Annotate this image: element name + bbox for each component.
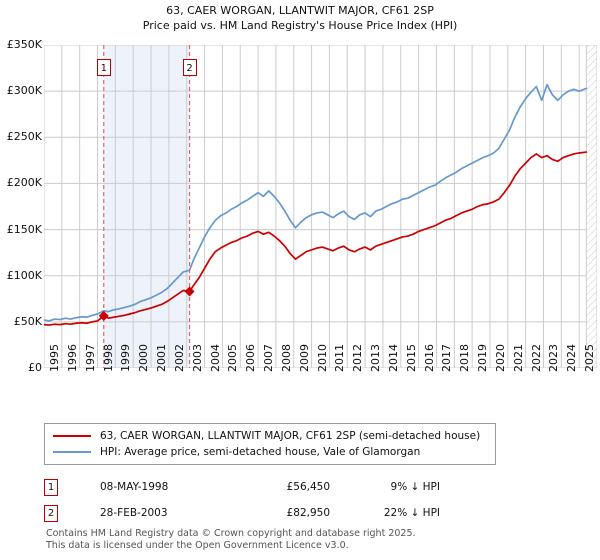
event-marker-badge: 2 <box>182 59 197 76</box>
transaction-hpi-delta: 9% ↓ HPI <box>390 481 440 493</box>
table-row: 2 28-FEB-2003 £82,950 22% ↓ HPI <box>44 500 504 526</box>
x-axis-tick-label: 1999 <box>119 344 133 372</box>
transaction-date: 08-MAY-1998 <box>100 481 169 493</box>
x-axis-tick-label: 2024 <box>565 344 579 372</box>
y-axis-tick-label: £350K <box>6 38 42 51</box>
legend-label-price-paid: 63, CAER WORGAN, LLANTWIT MAJOR, CF61 2S… <box>100 430 481 442</box>
chart-title-line2: Price paid vs. HM Land Registry's House … <box>142 19 458 32</box>
x-axis-tick-label: 2017 <box>440 344 454 372</box>
transactions-table: 1 08-MAY-1998 £56,450 9% ↓ HPI 2 28-FEB-… <box>44 474 504 526</box>
event-marker-badge: 1 <box>96 59 111 76</box>
x-axis-tick-label: 2010 <box>315 344 329 372</box>
x-axis-tick-label: 2014 <box>386 344 400 372</box>
footer-line-1: Contains HM Land Registry data © Crown c… <box>46 528 416 539</box>
legend-item-hpi: HPI: Average price, semi-detached house,… <box>51 444 489 460</box>
x-axis-tick-label: 2003 <box>190 344 204 372</box>
x-axis-tick-label: 2021 <box>511 344 525 372</box>
y-axis-tick-label: £250K <box>6 130 42 144</box>
legend-swatch-price-paid <box>53 435 91 437</box>
chart-title: 63, CAER WORGAN, LLANTWIT MAJOR, CF61 2S… <box>0 3 600 33</box>
x-axis-tick-label: 2009 <box>297 344 311 372</box>
x-axis-tick-label: 2012 <box>351 344 365 372</box>
transaction-hpi-delta: 22% ↓ HPI <box>383 507 440 519</box>
x-axis-tick-label: 1995 <box>48 344 61 372</box>
y-axis-tick-label: £300K <box>6 84 42 98</box>
x-axis-tick-label: 2000 <box>137 344 151 372</box>
x-axis-tick-label: 2002 <box>172 344 186 372</box>
x-axis-tick-label: 2016 <box>422 344 436 372</box>
x-axis-tick-label: 2018 <box>458 344 472 372</box>
transaction-index-badge: 2 <box>44 504 58 522</box>
transaction-date: 28-FEB-2003 <box>100 507 168 519</box>
y-axis-tick-label: £0 <box>28 361 42 374</box>
x-axis-tick-label: 2004 <box>208 344 222 372</box>
y-axis-tick-label: £150K <box>6 222 42 236</box>
x-axis-tick-label: 1998 <box>101 344 115 372</box>
table-row: 1 08-MAY-1998 £56,450 9% ↓ HPI <box>44 474 504 500</box>
x-axis-tick-label: 2006 <box>244 344 258 372</box>
x-axis-tick-label: 2007 <box>262 344 276 372</box>
x-axis-tick-label: 2023 <box>547 344 561 372</box>
y-axis-tick-label: £100K <box>6 268 42 282</box>
x-axis-tick-label: 2011 <box>333 344 347 372</box>
x-axis-tick-label: 2020 <box>493 344 507 372</box>
legend-item-price-paid: 63, CAER WORGAN, LLANTWIT MAJOR, CF61 2S… <box>51 428 489 444</box>
footer-line-2: This data is licensed under the Open Gov… <box>46 539 349 551</box>
x-axis-tick-label: 2005 <box>226 344 240 372</box>
x-axis-tick-label: 2015 <box>404 344 418 372</box>
legend: 63, CAER WORGAN, LLANTWIT MAJOR, CF61 2S… <box>44 423 496 465</box>
transaction-index-badge: 1 <box>44 478 58 496</box>
x-axis-tick-label: 1997 <box>83 344 97 372</box>
legend-swatch-hpi <box>53 451 91 453</box>
plot-area <box>44 45 597 368</box>
x-axis-tick-label: 2019 <box>476 344 490 372</box>
x-axis-tick-label: 2022 <box>529 344 543 372</box>
x-axis-tick-label: 2013 <box>369 344 383 372</box>
y-axis-tick-label: £50K <box>13 314 42 328</box>
x-axis-tick-label: 2001 <box>155 344 169 372</box>
x-axis-tick-label: 2008 <box>279 344 293 372</box>
x-axis-tick-label: 1996 <box>65 344 79 372</box>
y-axis-tick-label: £200K <box>6 176 42 190</box>
x-axis-tick-label: 2025 <box>583 344 597 372</box>
plot-svg <box>44 45 597 368</box>
transaction-price: £56,450 <box>286 481 330 493</box>
chart-title-line1: 63, CAER WORGAN, LLANTWIT MAJOR, CF61 2S… <box>166 4 434 17</box>
transaction-price: £82,950 <box>286 507 330 519</box>
footer-attribution: Contains HM Land Registry data © Crown c… <box>46 528 566 551</box>
legend-label-hpi: HPI: Average price, semi-detached house,… <box>100 446 421 458</box>
